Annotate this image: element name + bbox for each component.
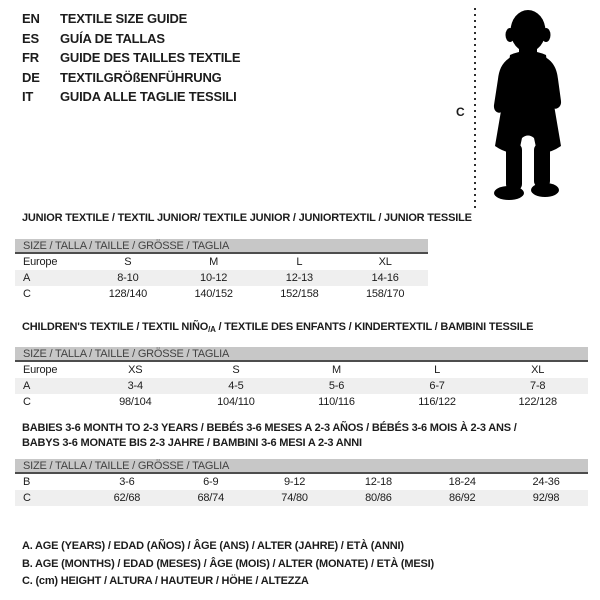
size-cell: M bbox=[209, 256, 219, 268]
row-label: Europe bbox=[23, 256, 58, 268]
height-cell: 110/116 bbox=[318, 396, 355, 408]
language-row-es: ES GUÍA DE TALLAS bbox=[22, 29, 240, 49]
size-bar: SIZE / TALLA / TAILLE / GRÖSSE / TAGLIA bbox=[15, 239, 428, 254]
language-label: GUIDE DES TAILLES TEXTILE bbox=[60, 50, 241, 66]
heading-line-1: BABIES 3-6 MONTH TO 2-3 YEARS / BEBÉS 3-… bbox=[22, 422, 517, 434]
row-label: C bbox=[15, 490, 85, 506]
heading-text: / TEXTILE DES ENFANTS / KINDERTEXTIL / B… bbox=[215, 321, 534, 333]
age-cell: 24-36 bbox=[532, 476, 560, 488]
language-label: TEXTILGRÖßENFÜHRUNG bbox=[60, 69, 222, 85]
age-cell: 7-8 bbox=[487, 378, 588, 394]
age-cell: 12-13 bbox=[256, 270, 343, 286]
language-code: DE bbox=[22, 69, 40, 85]
size-cell: XL bbox=[378, 256, 392, 268]
age-cell: 12-18 bbox=[364, 476, 392, 488]
table-row-europe: Europe XS S M L XL bbox=[15, 362, 588, 378]
table-row-age: A 8-10 10-12 12-13 14-16 bbox=[15, 270, 428, 286]
height-cell: 68/74 bbox=[168, 490, 253, 506]
age-cell: 9-12 bbox=[283, 476, 306, 488]
language-label: GUIDA ALLE TAGLIE TESSILI bbox=[60, 89, 237, 105]
height-cell: 98/104 bbox=[119, 396, 152, 408]
table-row-age-months: B 3-6 6-9 9-12 12-18 18-24 24-36 bbox=[15, 474, 588, 490]
heading-line-2: BABYS 3-6 MONATE BIS 2-3 JAHRE / BAMBINI… bbox=[22, 437, 362, 449]
language-label: TEXTILE SIZE GUIDE bbox=[60, 11, 188, 27]
junior-size-table: SIZE / TALLA / TAILLE / GRÖSSE / TAGLIA … bbox=[15, 239, 428, 302]
height-cell: 80/86 bbox=[336, 490, 421, 506]
size-cell: L bbox=[434, 364, 441, 376]
table-row-height: C 128/140 140/152 152/158 158/170 bbox=[15, 286, 428, 302]
height-cell: 122/128 bbox=[518, 396, 558, 408]
row-label: C bbox=[23, 288, 31, 300]
age-cell: 18-24 bbox=[448, 476, 476, 488]
baby-silhouette-image bbox=[493, 10, 562, 200]
age-cell: 10-12 bbox=[170, 270, 257, 286]
legend-footnotes: A. AGE (YEARS) / EDAD (AÑOS) / ÂGE (ANS)… bbox=[22, 538, 434, 591]
row-label: A bbox=[15, 270, 85, 286]
table-row-europe: Europe S M L XL bbox=[15, 254, 428, 270]
age-cell: 8-10 bbox=[85, 270, 171, 286]
size-cell: S bbox=[124, 256, 132, 268]
footnote-c: C. (cm) HEIGHT / ALTURA / HAUTEUR / HÖHE… bbox=[22, 575, 309, 587]
age-cell: 4-5 bbox=[185, 378, 287, 394]
height-measure-label: C bbox=[456, 105, 465, 119]
height-cell: 116/122 bbox=[418, 396, 456, 408]
height-cell: 74/80 bbox=[252, 490, 337, 506]
heading-subscript: /A bbox=[208, 325, 216, 334]
language-row-de: DE TEXTILGRÖßENFÜHRUNG bbox=[22, 68, 240, 88]
height-cell: 128/140 bbox=[108, 288, 148, 300]
height-cell: 152/158 bbox=[280, 288, 319, 300]
age-cell: 6-9 bbox=[203, 476, 219, 488]
height-cell: 158/170 bbox=[365, 288, 405, 300]
babies-size-table: SIZE / TALLA / TAILLE / GRÖSSE / TAGLIA … bbox=[15, 459, 588, 506]
size-cell: XS bbox=[128, 364, 143, 376]
height-dotted-line bbox=[474, 8, 476, 208]
age-cell: 3-6 bbox=[119, 476, 135, 488]
language-legend: EN TEXTILE SIZE GUIDE ES GUÍA DE TALLAS … bbox=[22, 9, 241, 107]
language-row-it: IT GUIDA ALLE TAGLIE TESSILI bbox=[22, 87, 240, 107]
section-heading-children: CHILDREN'S TEXTILE / TEXTIL NIÑO/A / TEX… bbox=[22, 321, 534, 334]
age-cell: 14-16 bbox=[342, 270, 428, 286]
footnote-b: B. AGE (MONTHS) / EDAD (MESES) / ÂGE (MO… bbox=[22, 557, 434, 570]
language-code: ES bbox=[22, 30, 39, 46]
section-heading-junior: JUNIOR TEXTILE / TEXTIL JUNIOR/ TEXTILE … bbox=[22, 212, 472, 224]
language-row-fr: FR GUIDE DES TAILLES TEXTILE bbox=[22, 48, 241, 68]
heading-text: CHILDREN'S TEXTILE / TEXTIL NIÑO bbox=[22, 321, 209, 333]
table-row-height: C 62/68 68/74 74/80 80/86 86/92 92/98 bbox=[15, 490, 588, 506]
height-cell: 92/98 bbox=[504, 490, 588, 506]
size-bar: SIZE / TALLA / TAILLE / GRÖSSE / TAGLIA bbox=[15, 459, 588, 474]
row-label: A bbox=[15, 378, 85, 394]
size-bar: SIZE / TALLA / TAILLE / GRÖSSE / TAGLIA bbox=[15, 347, 588, 362]
language-label: GUÍA DE TALLAS bbox=[60, 30, 165, 46]
height-cell: 86/92 bbox=[420, 490, 505, 506]
table-row-height: C 98/104 104/110 110/116 116/122 122/128 bbox=[15, 394, 588, 410]
language-code: EN bbox=[22, 11, 40, 27]
size-cell: S bbox=[232, 364, 240, 376]
language-code: IT bbox=[22, 89, 34, 105]
children-size-table: SIZE / TALLA / TAILLE / GRÖSSE / TAGLIA … bbox=[15, 347, 588, 410]
height-cell: 140/152 bbox=[194, 288, 233, 300]
section-heading-babies: BABIES 3-6 MONTH TO 2-3 YEARS / BEBÉS 3-… bbox=[22, 421, 562, 451]
size-cell: M bbox=[332, 364, 341, 376]
age-cell: 5-6 bbox=[286, 378, 387, 394]
footnote-a: A. AGE (YEARS) / EDAD (AÑOS) / ÂGE (ANS)… bbox=[22, 540, 404, 552]
age-cell: 6-7 bbox=[386, 378, 488, 394]
language-code: FR bbox=[22, 50, 39, 66]
age-cell: 3-4 bbox=[85, 378, 186, 394]
row-label: Europe bbox=[23, 364, 58, 376]
row-label: B bbox=[23, 476, 31, 488]
row-label: C bbox=[23, 396, 31, 408]
table-row-age: A 3-4 4-5 5-6 6-7 7-8 bbox=[15, 378, 588, 394]
height-cell: 104/110 bbox=[217, 396, 255, 408]
size-cell: XL bbox=[531, 364, 545, 376]
size-cell: L bbox=[296, 256, 303, 268]
height-cell: 62/68 bbox=[85, 490, 169, 506]
language-row-en: EN TEXTILE SIZE GUIDE bbox=[22, 9, 240, 29]
